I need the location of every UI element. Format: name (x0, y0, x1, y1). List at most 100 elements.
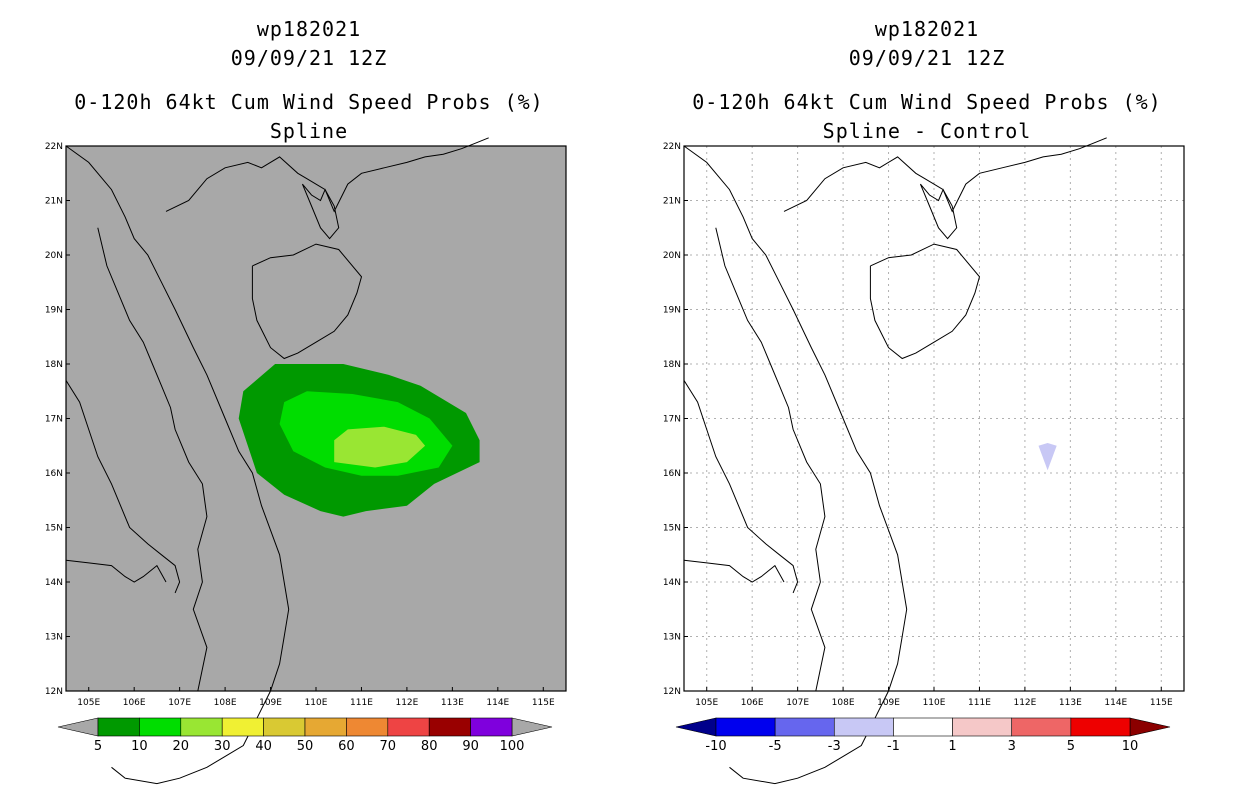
colorbar-label: 70 (380, 739, 397, 754)
x-tick-label: 106E (123, 698, 146, 708)
y-tick-label: 21N (663, 197, 681, 207)
y-tick-label: 18N (45, 360, 63, 370)
y-tick-label: 12N (45, 687, 63, 697)
colorbar-label: 30 (214, 739, 231, 754)
x-tick-label: 105E (77, 698, 100, 708)
y-tick-label: 22N (45, 142, 63, 152)
x-tick-label: 109E (877, 698, 900, 708)
colorbar-swatch (1070, 717, 1131, 737)
x-tick-label: 114E (1104, 698, 1127, 708)
colorbar-swatch (952, 717, 1013, 737)
colorbar-swatch (893, 717, 953, 737)
y-tick-label: 13N (663, 633, 681, 643)
date-time-title: 09/09/21 12Z (848, 46, 1006, 70)
x-tick-label: 109E (259, 698, 282, 708)
x-tick-label: 106E (741, 698, 764, 708)
contour-20-30 (334, 426, 426, 468)
x-tick-label: 115E (532, 698, 555, 708)
y-tick-label: 17N (45, 415, 63, 425)
colorbar-label: -1 (887, 739, 900, 754)
method-title: Spline - Control (822, 119, 1032, 143)
colorbar-label: 5 (94, 739, 102, 754)
thailand-border (683, 380, 799, 594)
cambodia-border (65, 559, 167, 583)
x-tick-label: 107E (786, 698, 809, 708)
y-tick-label: 19N (45, 306, 63, 316)
map-spline: 105E 106E 107E 108E 109E 110E 111E 112E 113E 114E… (45, 137, 567, 785)
colorbar-max-arrow (511, 717, 553, 737)
y-tick-label: 12N (663, 687, 681, 697)
laos-border (715, 227, 826, 692)
x-tick-label: 111E (350, 698, 373, 708)
colorbar-swatch (304, 717, 347, 737)
colorbar-swatch (97, 717, 140, 737)
x-tick-label: 108E (832, 698, 855, 708)
y-tick-label: 17N (663, 415, 681, 425)
colorbar-swatch (1011, 717, 1072, 737)
colorbar-label: -10 (705, 739, 726, 754)
y-tick-label: 21N (45, 197, 63, 207)
colorbar-label: 1 (948, 739, 956, 754)
colorbar-swatch (346, 717, 389, 737)
cambodia-border (683, 559, 785, 583)
x-tick-label: 113E (1059, 698, 1082, 708)
y-tick-label: 16N (45, 469, 63, 479)
product-title: 0-120h 64kt Cum Wind Speed Probs (%) (74, 90, 544, 114)
colorbar-label: 10 (1122, 739, 1139, 754)
leizhou-peninsula (301, 183, 340, 240)
vietnam-china-coast (683, 145, 908, 785)
colorbar-label: 5 (1067, 739, 1075, 754)
y-tick-label: 22N (663, 142, 681, 152)
x-tick-label: 110E (305, 698, 328, 708)
colorbar-min-arrow (675, 717, 717, 737)
x-tick-label: 108E (214, 698, 237, 708)
colorbar-label: 100 (500, 739, 525, 754)
colorbar-label: 60 (338, 739, 355, 754)
colorbar-label: 90 (462, 739, 479, 754)
colorbar-swatch (221, 717, 264, 737)
colorbar-swatch (428, 717, 471, 737)
y-tick-label: 15N (663, 524, 681, 534)
storm-id-title: wp182021 (256, 17, 362, 41)
laos-border (97, 227, 208, 692)
thailand-border (65, 380, 181, 594)
colorbar-swatch (263, 717, 306, 737)
y-tick-label: 19N (663, 306, 681, 316)
x-tick-label: 110E (923, 698, 946, 708)
vietnam-china-coast (65, 145, 290, 785)
y-tick-label: 18N (663, 360, 681, 370)
colorbar-label: 3 (1008, 739, 1016, 754)
colorbar-swatch (774, 717, 835, 737)
x-tick-label: 111E (968, 698, 991, 708)
product-title: 0-120h 64kt Cum Wind Speed Probs (%) (692, 90, 1162, 114)
colorbar-max-arrow (1129, 717, 1171, 737)
x-tick-label: 114E (486, 698, 509, 708)
hainan (251, 243, 363, 360)
date-time-title: 09/09/21 12Z (230, 46, 388, 70)
colorbar-swatch (180, 717, 223, 737)
colorbar-label: 10 (131, 739, 148, 754)
colorbar-swatch (387, 717, 430, 737)
x-tick-label: 113E (441, 698, 464, 708)
y-tick-label: 20N (45, 251, 63, 261)
colorbar-label: -3 (828, 739, 841, 754)
y-tick-label: 14N (45, 578, 63, 588)
method-title: Spline (269, 119, 349, 143)
contour--3-to-1 (1038, 443, 1057, 471)
x-tick-label: 112E (1013, 698, 1036, 708)
right-panel: wp182021 09/09/21 12Z 0-120h 64kt Cum Wi… (618, 0, 1236, 800)
y-tick-label: 14N (663, 578, 681, 588)
colorbar-label: 50 (297, 739, 314, 754)
y-tick-label: 15N (45, 524, 63, 534)
x-tick-label: 115E (1150, 698, 1173, 708)
colorbar-label: 80 (421, 739, 438, 754)
colorbar-label: 20 (173, 739, 190, 754)
y-tick-label: 13N (45, 633, 63, 643)
gulf-north-coast (783, 137, 1107, 213)
x-tick-label: 112E (395, 698, 418, 708)
map-spline-minus-control: 105E 106E 107E 108E 109E 110E 111E 112E 113E 114E… (663, 137, 1185, 785)
leizhou-peninsula (919, 183, 958, 240)
y-tick-label: 16N (663, 469, 681, 479)
gulf-north-coast (165, 137, 489, 213)
colorbar-swatch (470, 717, 513, 737)
